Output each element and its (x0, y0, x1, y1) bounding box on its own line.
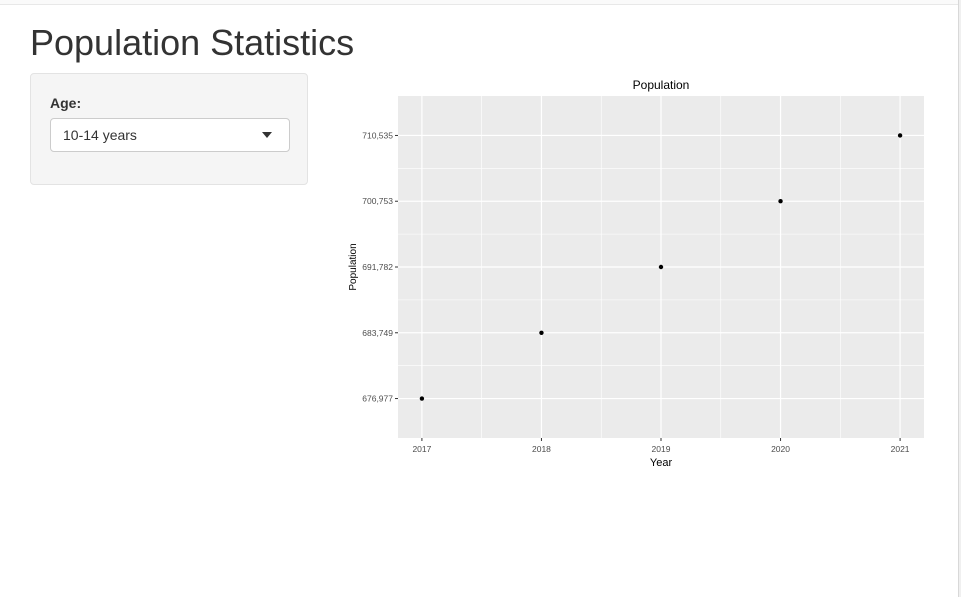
chevron-down-icon (262, 132, 272, 138)
y-tick-label: 691,782 (362, 262, 393, 272)
data-point (897, 133, 903, 138)
y-axis: 676,977 683,749 691,782 700,753 710,535 (362, 130, 398, 404)
population-plot: 676,977 683,749 691,782 700,753 710,535 2017… (340, 70, 940, 480)
browser-top-bar (0, 0, 961, 5)
x-tick-label: 2018 (532, 444, 551, 454)
x-tick-label: 2019 (652, 444, 671, 454)
x-tick-label: 2021 (891, 444, 910, 454)
data-point (419, 396, 425, 401)
data-points (419, 133, 903, 401)
y-tick-label: 710,535 (362, 130, 393, 140)
x-tick-label: 2020 (771, 444, 790, 454)
age-select[interactable]: 10-14 years (50, 118, 290, 152)
x-axis-label: Year (650, 457, 673, 469)
x-axis: 2017 2018 2019 2020 2021 (412, 438, 910, 454)
sidebar-panel: Age: 10-14 years (30, 73, 308, 185)
data-point (658, 264, 664, 270)
y-axis-label: Population (348, 243, 359, 290)
y-tick-label: 676,977 (362, 394, 393, 404)
age-label: Age: (50, 95, 82, 111)
population-chart: 676,977 683,749 691,782 700,753 710,535 2017… (348, 78, 924, 469)
chart-title: Population (633, 78, 690, 92)
x-tick-label: 2017 (412, 444, 431, 454)
window-right-edge (958, 0, 961, 597)
y-tick-label: 683,749 (362, 328, 393, 338)
page-title: Population Statistics (30, 22, 355, 63)
data-point (778, 199, 783, 204)
y-tick-label: 700,753 (362, 196, 393, 206)
major-gridlines (398, 96, 924, 438)
age-select-value: 10-14 years (63, 127, 137, 143)
data-point (539, 330, 544, 335)
